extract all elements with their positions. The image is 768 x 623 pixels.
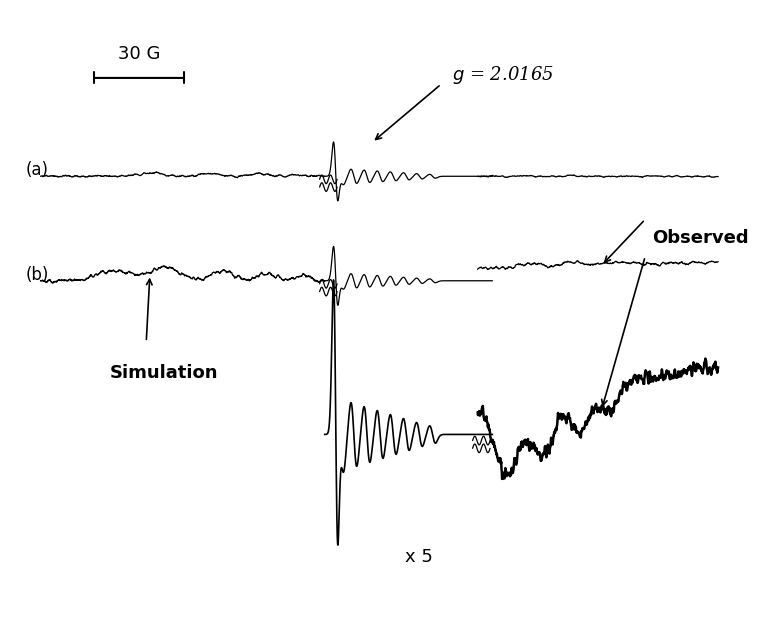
Text: x 5: x 5 <box>406 548 433 566</box>
Text: Observed: Observed <box>653 229 749 247</box>
Text: Simulation: Simulation <box>110 364 219 382</box>
Text: $g$ = 2.0165: $g$ = 2.0165 <box>452 64 554 86</box>
Text: 30 G: 30 G <box>118 45 161 62</box>
Text: (a): (a) <box>26 161 49 179</box>
Text: (b): (b) <box>26 265 49 283</box>
